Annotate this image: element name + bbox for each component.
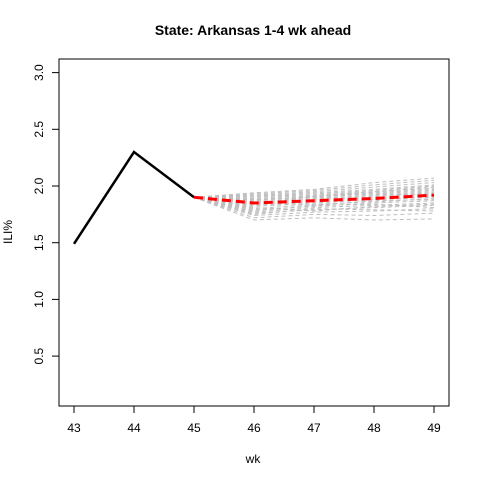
x-axis-label: wk [245,452,262,466]
x-tick-label: 49 [427,421,441,435]
observed-series-line [72,150,195,245]
forecast-sample-line [193,187,435,200]
forecast-sample-line [193,196,435,210]
y-tick-label: 1.5 [32,234,46,251]
forecast-sample-line [193,196,435,214]
x-tick-label: 45 [187,421,201,435]
y-tick-label: 3.0 [32,64,46,81]
forecast-sample-line [193,196,435,201]
forecast-sample-line [193,177,435,198]
x-tick-label: 47 [307,421,321,435]
forecast-mean-line [193,193,435,205]
forecast-sample-line [193,191,435,203]
x-tick-label: 46 [247,421,261,435]
forecast-sample-line [193,182,435,198]
y-tick-label: 2.5 [32,121,46,138]
y-tick-label: 2.0 [32,177,46,194]
forecast-sample-line [193,196,435,212]
forecast-sample-line [193,196,435,211]
x-tick-label: 48 [367,421,381,435]
x-axis: 43 44 45 46 47 48 49 [67,405,441,435]
forecast-sample-line [193,196,435,212]
chart-title: State: Arkansas 1-4 wk ahead [155,22,351,38]
forecast-sample-line [193,195,435,207]
y-axis-label: ILI% [1,220,15,244]
x-tick-label: 43 [67,421,81,435]
forecast-sample-line [193,179,435,198]
forecast-sample-line [193,196,435,219]
forecast-sample-line [193,196,435,217]
x-tick-label: 44 [127,421,141,435]
forecast-sample-line [193,184,435,198]
forecast-sample-line [193,196,435,215]
y-tick-label: 0.5 [32,347,46,364]
chart-lines [72,150,435,245]
forecast-sample-line [194,185,435,198]
forecast-sample-line [193,186,435,205]
y-axis: 0.5 1.0 1.5 2.0 2.5 3.0 [32,64,60,364]
forecast-sample-line [193,196,435,213]
forecast-sample-line [193,196,435,221]
y-tick-label: 1.0 [32,291,46,308]
